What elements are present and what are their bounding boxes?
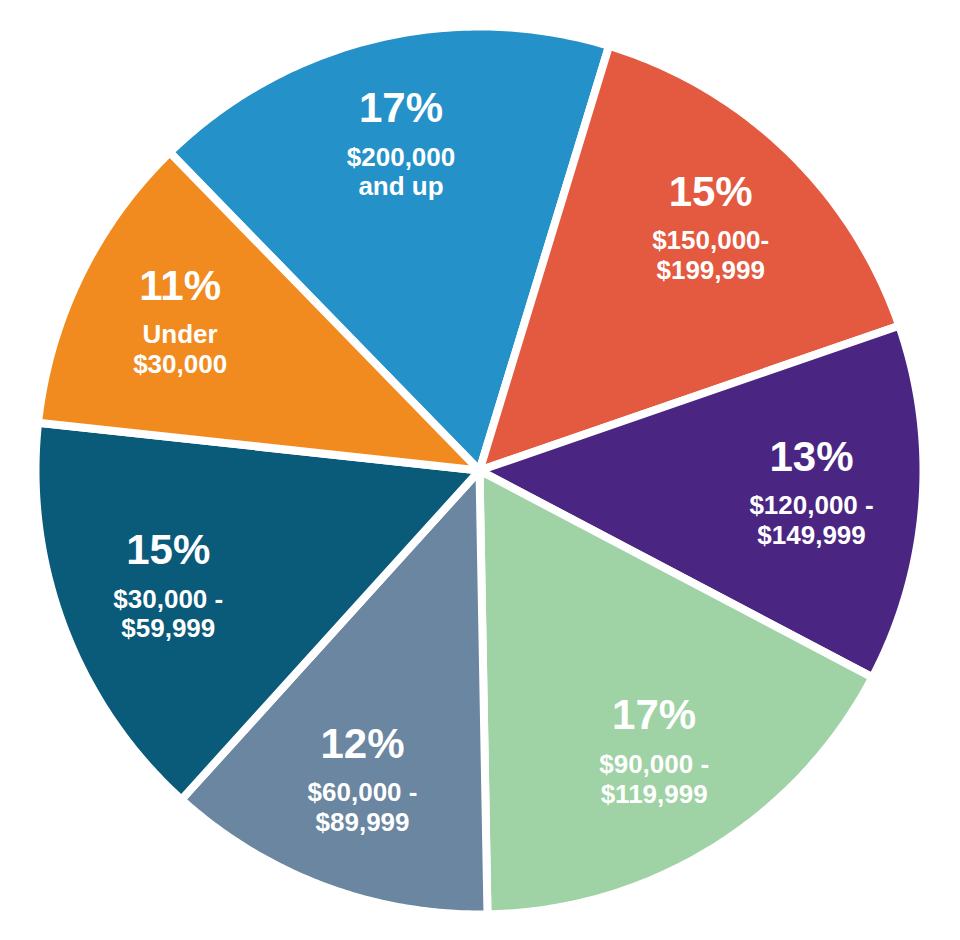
svg-text:15%: 15% — [126, 526, 210, 573]
svg-text:15%: 15% — [669, 168, 753, 215]
svg-text:$90,000 -$119,999: $90,000 -$119,999 — [599, 749, 709, 809]
svg-text:12%: 12% — [320, 720, 404, 767]
svg-text:17%: 17% — [612, 691, 696, 738]
svg-text:$60,000 -$89,999: $60,000 -$89,999 — [308, 777, 418, 837]
svg-text:11%: 11% — [139, 262, 221, 309]
svg-text:13%: 13% — [770, 433, 854, 480]
svg-text:Under$30,000: Under$30,000 — [133, 319, 227, 379]
svg-text:$120,000 -$149,999: $120,000 -$149,999 — [749, 490, 873, 550]
svg-text:$150,000-$199,999: $150,000-$199,999 — [652, 225, 769, 285]
svg-text:$30,000 -$59,999: $30,000 -$59,999 — [113, 584, 223, 644]
svg-text:17%: 17% — [359, 84, 443, 131]
svg-text:$200,000and up: $200,000and up — [347, 141, 455, 201]
